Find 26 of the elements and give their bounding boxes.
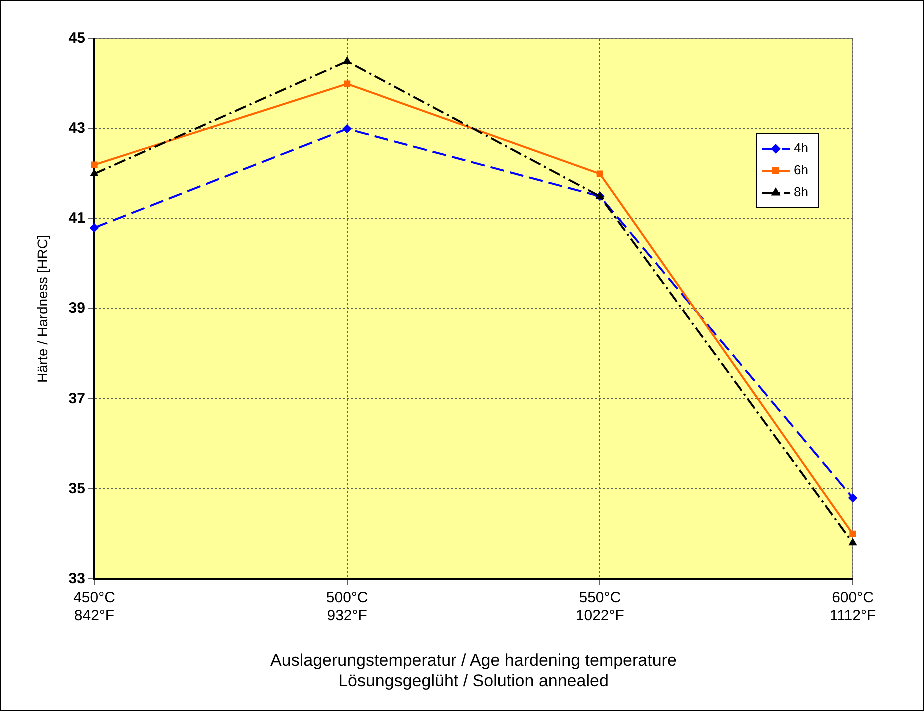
y-tick-label: 39 [68,300,86,318]
y-tick-label: 35 [68,480,86,498]
x-tick-label: 550°C 1022°F [576,589,624,624]
point [344,80,351,88]
point [90,224,99,233]
point [850,530,856,538]
y-tick-label: 41 [68,210,86,228]
legend-label: 8h [794,184,808,200]
point [91,162,98,168]
legend-label: 6h [794,162,808,178]
y-axis-title: Härte / Hardness [HRC] [34,235,50,384]
point [849,538,857,546]
x-tick-label: 500°C 932°F [326,589,368,624]
legend-label: 4h [794,140,808,156]
y-tick-label: 33 [68,570,86,588]
x-axis-title: Auslagerungstemperatur / Age hardening temperature Lösungsgeglüht / Solution annealed [270,651,677,690]
x-tick-label: 600°C 1112°F [830,589,876,624]
point [848,494,858,503]
point [90,170,98,177]
x-tick-label: 450°C 842°F [74,589,116,624]
point [343,57,352,64]
y-tick-label: 45 [68,30,86,48]
y-tick-label: 37 [68,390,86,408]
point [596,170,604,178]
point [342,124,352,134]
y-tick-label: 43 [68,120,86,138]
